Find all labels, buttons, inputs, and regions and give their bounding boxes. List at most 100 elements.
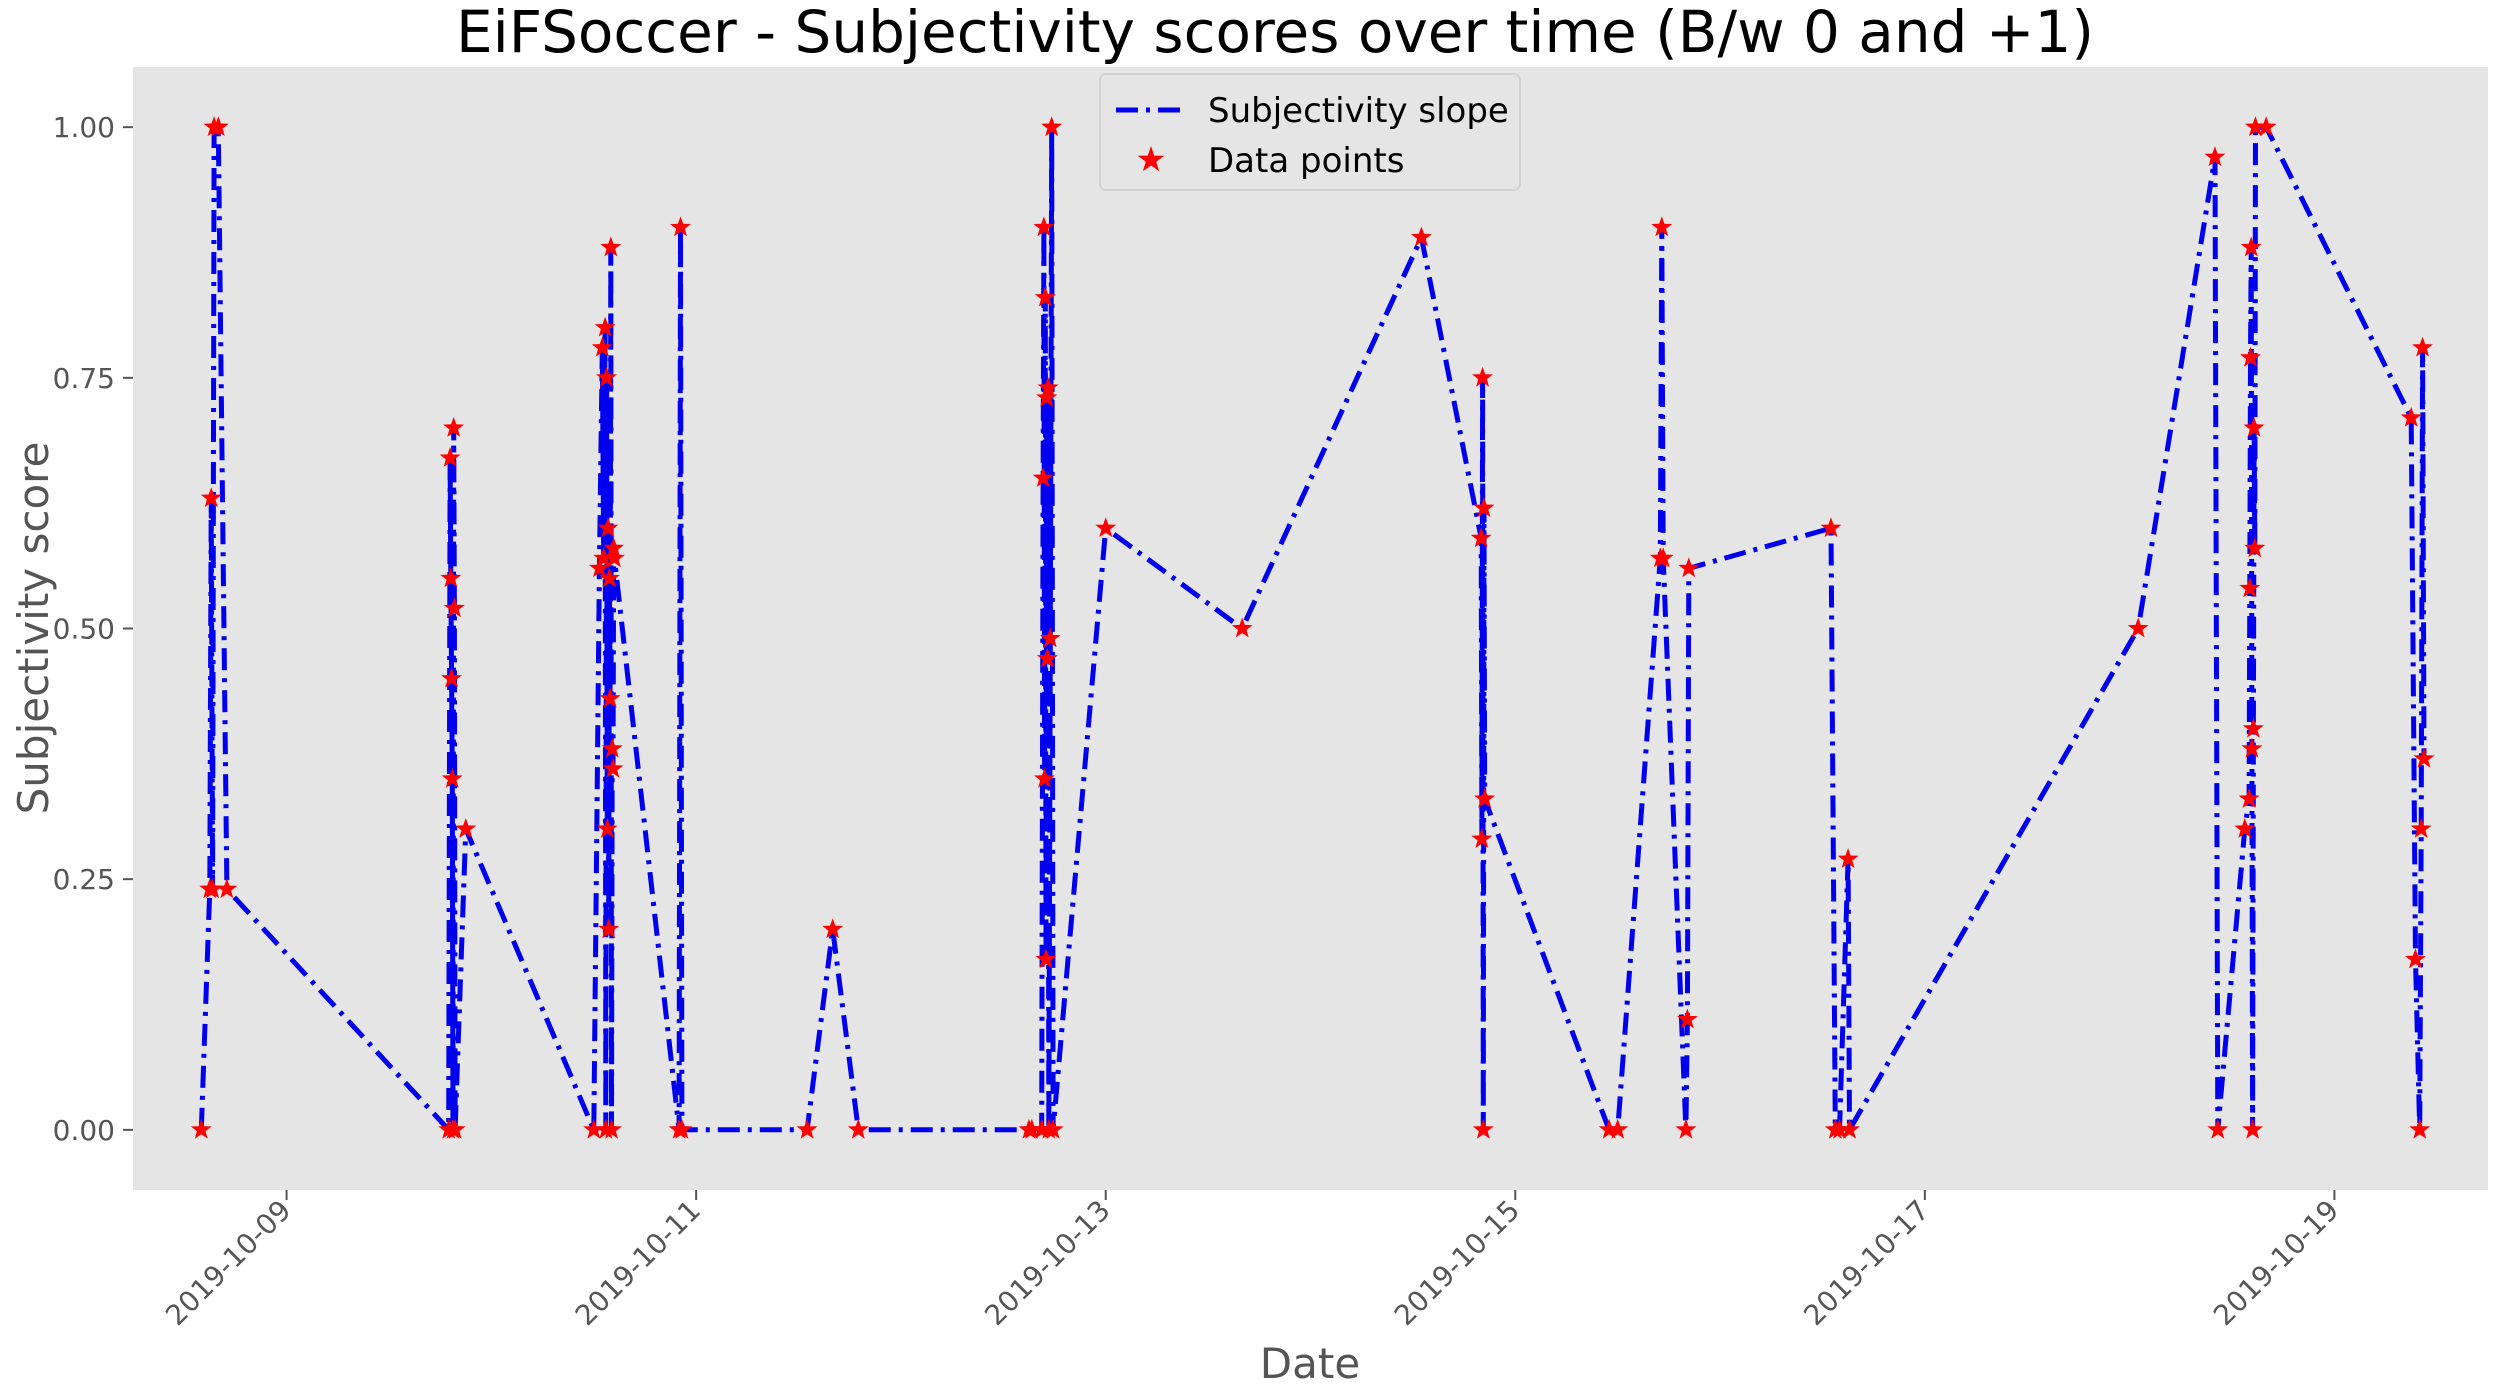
data-point-star bbox=[1598, 1118, 1620, 1139]
data-point-star bbox=[1411, 226, 1432, 247]
y-tick-label: 0.25 bbox=[53, 863, 115, 896]
data-point-star bbox=[602, 757, 624, 778]
data-point-star bbox=[2204, 146, 2226, 167]
data-point-star bbox=[2243, 417, 2265, 437]
data-point-star bbox=[2255, 116, 2277, 137]
data-point-star bbox=[2234, 818, 2256, 838]
data-point-star bbox=[1473, 497, 1495, 518]
data-point-star bbox=[1820, 517, 1842, 538]
data-point-star bbox=[202, 878, 224, 899]
plot-area bbox=[133, 67, 2488, 1190]
data-point-star bbox=[601, 1118, 622, 1139]
data-point-star bbox=[1607, 1118, 1629, 1139]
data-point-star bbox=[2240, 346, 2261, 367]
data-point-star bbox=[1021, 1118, 1043, 1139]
data-point-star bbox=[441, 667, 462, 688]
data-point-star bbox=[1829, 1118, 1850, 1139]
data-point-star bbox=[2239, 577, 2261, 598]
data-point-star bbox=[822, 918, 844, 939]
data-point-star bbox=[600, 236, 622, 257]
data-point-star bbox=[440, 567, 462, 588]
data-point-star bbox=[583, 1118, 605, 1139]
data-point-star bbox=[1839, 1118, 1860, 1139]
y-tick-label: 0.50 bbox=[53, 613, 115, 646]
data-point-star bbox=[2207, 1118, 2229, 1139]
data-point-star bbox=[1472, 366, 1493, 387]
data-point-star bbox=[1471, 828, 1493, 848]
data-point-star bbox=[1034, 286, 1056, 307]
data-point-star bbox=[190, 1118, 212, 1139]
data-point-star bbox=[1039, 627, 1061, 648]
data-point-star bbox=[596, 366, 617, 387]
data-point-star bbox=[598, 567, 620, 588]
data-point-star bbox=[594, 316, 616, 337]
data-point-star bbox=[1041, 116, 1063, 137]
data-point-star bbox=[439, 447, 461, 467]
data-point-star bbox=[601, 737, 623, 758]
data-point-star bbox=[1032, 467, 1054, 487]
data-point-star bbox=[603, 537, 625, 558]
legend: Subjectivity slope Data points bbox=[1099, 73, 1521, 191]
legend-label-points: Data points bbox=[1208, 141, 1404, 181]
data-point-star bbox=[598, 918, 620, 939]
data-point-star bbox=[1472, 1118, 1494, 1139]
y-axis-label: Subjectivity score bbox=[9, 442, 58, 815]
legend-star-sample bbox=[1137, 146, 1165, 172]
data-point-star bbox=[591, 336, 613, 357]
data-point-star bbox=[1035, 948, 1057, 969]
x-tick-label: 2019-10-13 bbox=[978, 1194, 1116, 1332]
y-axis: 0.00 0.25 0.50 0.75 1.00 bbox=[53, 111, 133, 1147]
y-tick-label: 0.75 bbox=[53, 362, 115, 395]
data-point-star bbox=[2413, 747, 2435, 768]
data-point-star bbox=[207, 116, 229, 137]
data-point-star bbox=[455, 818, 477, 838]
data-point-star bbox=[216, 878, 238, 899]
data-point-star bbox=[200, 487, 222, 508]
data-point-star bbox=[2245, 116, 2266, 137]
data-point-star bbox=[1231, 617, 1253, 638]
data-point-star bbox=[847, 1118, 869, 1139]
data-point-star bbox=[441, 767, 463, 788]
data-point-star bbox=[1036, 386, 1058, 407]
data-point-star bbox=[1042, 1118, 1064, 1139]
data-point-star bbox=[2410, 818, 2432, 838]
legend-box bbox=[1099, 73, 1521, 191]
data-point-star bbox=[443, 597, 465, 618]
data-point-star bbox=[2242, 717, 2264, 738]
data-point-star bbox=[603, 547, 625, 568]
x-tick-label: 2019-10-17 bbox=[1797, 1194, 1935, 1332]
x-axis-label: Date bbox=[1260, 1339, 1360, 1388]
x-tick-label: 2019-10-09 bbox=[159, 1194, 297, 1332]
data-point-star bbox=[1474, 788, 1496, 808]
data-point-star bbox=[599, 687, 621, 708]
data-point-star bbox=[1675, 1118, 1697, 1139]
data-point-star bbox=[2412, 336, 2433, 357]
data-point-star bbox=[1837, 848, 1859, 868]
data-point-star bbox=[2244, 537, 2266, 558]
x-tick-label: 2019-10-15 bbox=[1388, 1194, 1526, 1332]
data-point-star bbox=[444, 1118, 466, 1139]
x-tick-label: 2019-10-19 bbox=[2207, 1194, 2345, 1332]
data-point-star bbox=[670, 216, 691, 237]
data-point-star bbox=[1678, 557, 1700, 578]
data-point-star bbox=[1033, 216, 1055, 237]
data-point-star bbox=[2242, 1118, 2264, 1139]
data-point-star bbox=[1676, 1008, 1698, 1029]
data-point-star bbox=[1034, 767, 1055, 788]
data-point-star bbox=[589, 557, 610, 578]
chart-title: EiFSoccer - Subjectivity scores over tim… bbox=[456, 0, 2094, 66]
legend-label-line: Subjectivity slope bbox=[1208, 91, 1509, 131]
data-point-star bbox=[597, 517, 619, 538]
data-point-star bbox=[1095, 517, 1117, 538]
data-point-star bbox=[1037, 376, 1059, 397]
data-point-star bbox=[2400, 406, 2422, 427]
data-point-star bbox=[2405, 948, 2426, 969]
data-point-star bbox=[2240, 236, 2262, 257]
data-point-star bbox=[671, 1118, 693, 1139]
y-tick-label: 0.00 bbox=[53, 1114, 115, 1147]
data-point-star bbox=[443, 417, 465, 437]
y-tick-label: 1.00 bbox=[53, 111, 115, 144]
data-point-star bbox=[2241, 737, 2263, 758]
data-point-star bbox=[2238, 788, 2260, 808]
